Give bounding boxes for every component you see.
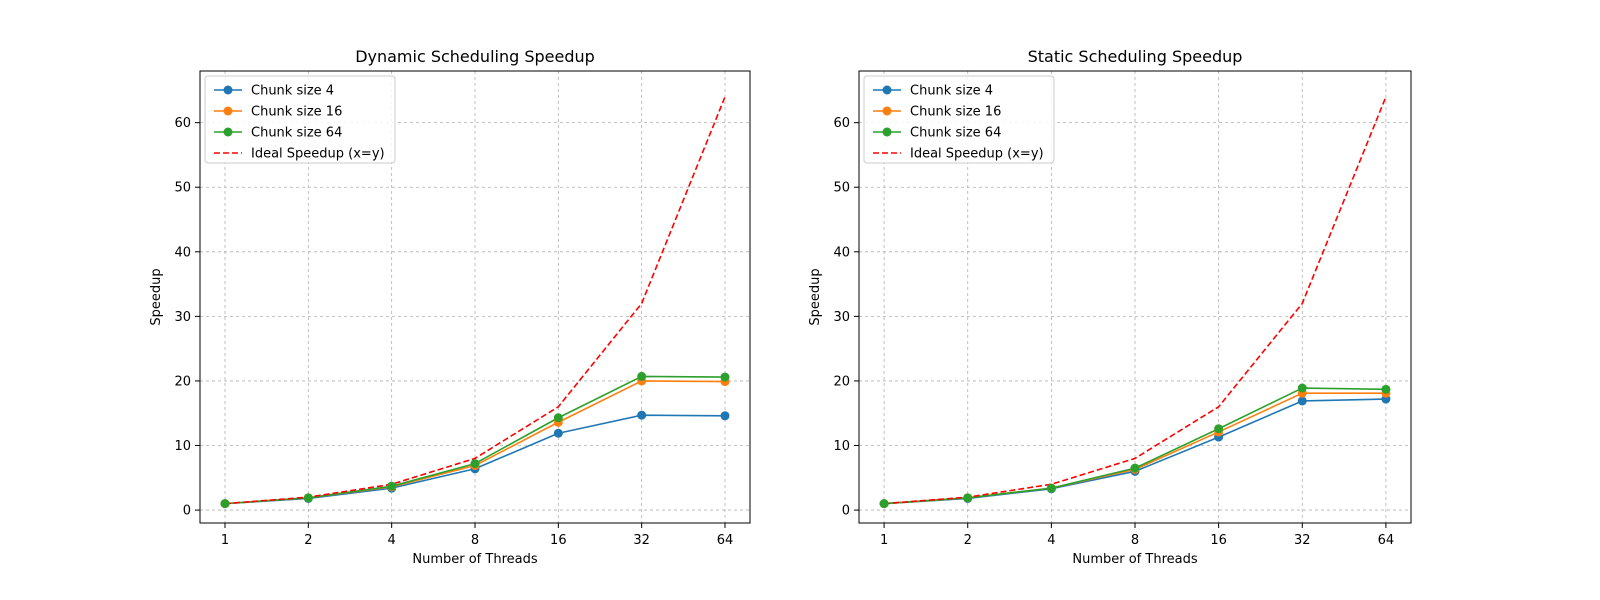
legend-marker-2 <box>882 106 892 116</box>
data-point-series-3 <box>879 499 889 509</box>
chart-panel-2: 1 2 4 8 16 32 64 0 10 20 30 40 50 60 Static Scheduling… <box>808 47 1412 567</box>
y-tick-label: 10 <box>174 439 191 454</box>
x-tick-label: 4 <box>1047 533 1055 548</box>
legend-label: Chunk size 64 <box>251 126 342 141</box>
y-tick-label: 40 <box>174 245 191 260</box>
legend-label: Chunk size 16 <box>910 105 1001 120</box>
y-tick-label: 60 <box>833 116 850 131</box>
data-point-series-3 <box>470 459 480 469</box>
y-tick-label: 20 <box>174 374 191 389</box>
legend-marker-3 <box>882 127 892 137</box>
y-axis-label: Speedup <box>808 268 823 325</box>
legend-label: Ideal Speedup (x=y) <box>910 147 1044 162</box>
data-point-series-3 <box>1046 483 1056 493</box>
chart-title: Static Scheduling Speedup <box>1028 47 1243 66</box>
legend-label: Chunk size 64 <box>910 126 1001 141</box>
legend-box <box>204 75 396 164</box>
y-tick-label: 60 <box>174 116 191 131</box>
data-point-series-3 <box>1381 384 1391 394</box>
data-point-series-3 <box>387 481 397 491</box>
chart-title: Dynamic Scheduling Speedup <box>355 47 595 66</box>
legend-label: Chunk size 4 <box>251 84 334 99</box>
legend-box <box>863 75 1055 164</box>
data-point-series-3 <box>1214 424 1224 434</box>
x-tick-label: 2 <box>304 533 312 548</box>
x-tick-label: 2 <box>964 533 972 548</box>
legend-label: Chunk size 4 <box>910 84 993 99</box>
data-point-series-3 <box>553 413 563 423</box>
data-point-series-3 <box>720 372 730 382</box>
y-tick-label: 30 <box>833 310 850 325</box>
x-tick-label: 4 <box>388 533 396 548</box>
x-tick-label: 64 <box>717 533 734 548</box>
data-point-series-3 <box>220 499 230 509</box>
chart-panel-1: 1 2 4 8 16 32 64 0 10 20 30 40 50 60 Dynamic Schedulin… <box>149 47 751 567</box>
x-tick-label: 1 <box>880 533 888 548</box>
legend-label: Ideal Speedup (x=y) <box>251 147 385 162</box>
y-tick-label: 50 <box>833 181 850 196</box>
legend-marker-2 <box>223 106 233 116</box>
x-axis-label: Number of Threads <box>1072 552 1197 567</box>
x-tick-label: 32 <box>633 533 650 548</box>
data-point-series-1 <box>553 428 563 438</box>
y-tick-label: 20 <box>833 374 850 389</box>
x-tick-label: 16 <box>1210 533 1227 548</box>
y-tick-label: 40 <box>833 245 850 260</box>
y-tick-label: 10 <box>833 439 850 454</box>
x-tick-label: 1 <box>221 533 229 548</box>
legend-marker-1 <box>882 85 892 95</box>
legend-marker-3 <box>223 127 233 137</box>
y-tick-label: 50 <box>174 181 191 196</box>
data-point-series-1 <box>637 410 647 420</box>
legend-label: Chunk size 16 <box>251 105 342 120</box>
data-point-series-3 <box>303 493 313 503</box>
legend-marker-1 <box>223 85 233 95</box>
x-tick-label: 32 <box>1294 533 1311 548</box>
y-tick-label: 0 <box>842 504 850 519</box>
data-point-series-1 <box>720 411 730 421</box>
legend: Chunk size 4 Chunk size 16 Chunk size 64 Id… <box>863 75 1055 164</box>
x-tick-label: 8 <box>1131 533 1139 548</box>
data-point-series-3 <box>637 371 647 381</box>
y-tick-label: 30 <box>174 310 191 325</box>
x-tick-label: 16 <box>550 533 567 548</box>
data-point-series-3 <box>1130 463 1140 473</box>
x-tick-label: 64 <box>1378 533 1395 548</box>
x-tick-label: 8 <box>471 533 479 548</box>
data-point-series-1 <box>1297 396 1307 406</box>
data-point-series-3 <box>1297 383 1307 393</box>
legend: Chunk size 4 Chunk size 16 Chunk size 64 Id… <box>204 75 396 164</box>
y-axis-label: Speedup <box>149 268 164 325</box>
y-tick-label: 0 <box>183 504 191 519</box>
x-axis-label: Number of Threads <box>412 552 537 567</box>
data-point-series-3 <box>963 493 973 503</box>
